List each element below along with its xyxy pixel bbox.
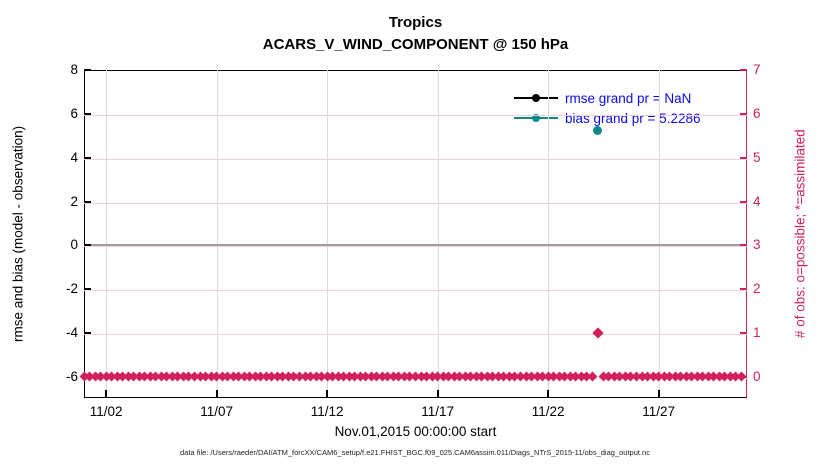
y-tick-label-right: 0 xyxy=(753,368,761,384)
grid-line-vertical xyxy=(216,70,218,398)
x-axis-tick-mark xyxy=(215,390,218,398)
grid-line-horizontal xyxy=(84,158,747,160)
x-tick-label: 11/02 xyxy=(89,404,123,419)
left-y-axis-label: rmse and bias (model - observation) xyxy=(10,125,26,343)
left-axis-tick-mark xyxy=(84,288,91,291)
y-tick-label-left: 6 xyxy=(70,105,78,121)
y-tick-label-right: 4 xyxy=(753,193,761,209)
left-axis-tick-mark xyxy=(84,244,91,247)
right-axis-tick-mark xyxy=(740,200,747,203)
y-tick-label-right: 5 xyxy=(753,149,761,165)
left-axis-tick-mark xyxy=(84,112,91,115)
y-tick-label-right: 2 xyxy=(753,281,761,297)
right-axis-tick-mark xyxy=(740,244,747,247)
legend: rmse grand pr = NaN bias grand pr = 5.22… xyxy=(514,88,700,128)
x-axis-tick-mark xyxy=(547,390,550,398)
zero-line xyxy=(84,244,747,247)
grid-line-vertical xyxy=(437,70,439,398)
legend-label-rmse: rmse grand pr = NaN xyxy=(565,90,692,106)
x-axis-tick-mark xyxy=(326,390,329,398)
bias-legend-marker xyxy=(514,114,558,122)
right-axis-tick-mark xyxy=(740,332,747,335)
grid-line-vertical xyxy=(106,70,108,398)
x-axis-tick-mark xyxy=(105,390,108,398)
left-axis-tick-mark xyxy=(84,156,91,159)
x-axis-label: Nov.01,2015 00:00:00 start xyxy=(334,424,497,439)
right-axis-tick-mark xyxy=(740,288,747,291)
bias-legend-dot-icon xyxy=(532,114,540,122)
y-tick-label-left: 0 xyxy=(70,237,78,253)
left-axis-tick-mark xyxy=(84,200,91,203)
grid-line-horizontal xyxy=(84,246,747,248)
y-tick-label-left: 4 xyxy=(70,149,78,165)
grid-line-horizontal xyxy=(84,202,747,204)
y-tick-label-right: 7 xyxy=(753,62,761,77)
grid-line-horizontal xyxy=(84,334,747,336)
legend-label-bias: bias grand pr = 5.2286 xyxy=(565,110,701,126)
title-block: Tropics ACARS_V_WIND_COMPONENT @ 150 hPa xyxy=(84,12,747,56)
y-tick-label-left: -6 xyxy=(65,368,78,384)
legend-item-bias: bias grand pr = 5.2286 xyxy=(514,108,700,128)
grid-line-vertical xyxy=(327,70,329,398)
y-tick-label-right: 6 xyxy=(753,105,761,121)
rmse-legend-marker xyxy=(514,94,558,102)
grid-line-horizontal xyxy=(84,290,747,292)
y-tick-label-left: 2 xyxy=(70,193,78,209)
grid-line-vertical xyxy=(658,70,660,398)
y-tick-label-left: 8 xyxy=(70,62,78,77)
y-tick-label-left: -4 xyxy=(65,325,78,341)
x-tick-label: 11/17 xyxy=(421,404,454,419)
grid-line-vertical xyxy=(548,70,550,398)
x-tick-label: 11/12 xyxy=(310,404,344,419)
legend-item-rmse: rmse grand pr = NaN xyxy=(514,88,700,108)
rmse-legend-dot-icon xyxy=(532,94,540,102)
y-tick-label-left: -2 xyxy=(65,281,78,297)
x-tick-label: 11/27 xyxy=(642,404,675,419)
x-axis-tick-mark xyxy=(657,390,660,398)
grid-line-horizontal xyxy=(84,114,747,116)
bias-point xyxy=(593,126,603,136)
data-file-caption: data file: /Users/raeder/DAI/ATM_forcXX/… xyxy=(180,448,650,457)
plot-area xyxy=(84,70,747,398)
x-tick-label: 11/07 xyxy=(200,404,233,419)
left-axis-tick-mark xyxy=(84,332,91,335)
right-axis-tick-mark xyxy=(740,156,747,159)
chart-subtitle: ACARS_V_WIND_COMPONENT @ 150 hPa xyxy=(262,36,569,53)
right-axis-tick-mark xyxy=(740,69,747,71)
y-tick-label-right: 1 xyxy=(753,325,761,341)
x-axis-tick-mark xyxy=(436,390,439,398)
right-axis-tick-mark xyxy=(740,112,747,115)
right-y-axis-label: # of obs: o=possible; *=assimilated xyxy=(792,129,808,339)
x-tick-label: 11/22 xyxy=(531,404,565,419)
y-tick-label-right: 3 xyxy=(753,237,761,253)
left-axis-tick-mark xyxy=(84,69,91,71)
chart-title: Tropics xyxy=(388,14,443,31)
